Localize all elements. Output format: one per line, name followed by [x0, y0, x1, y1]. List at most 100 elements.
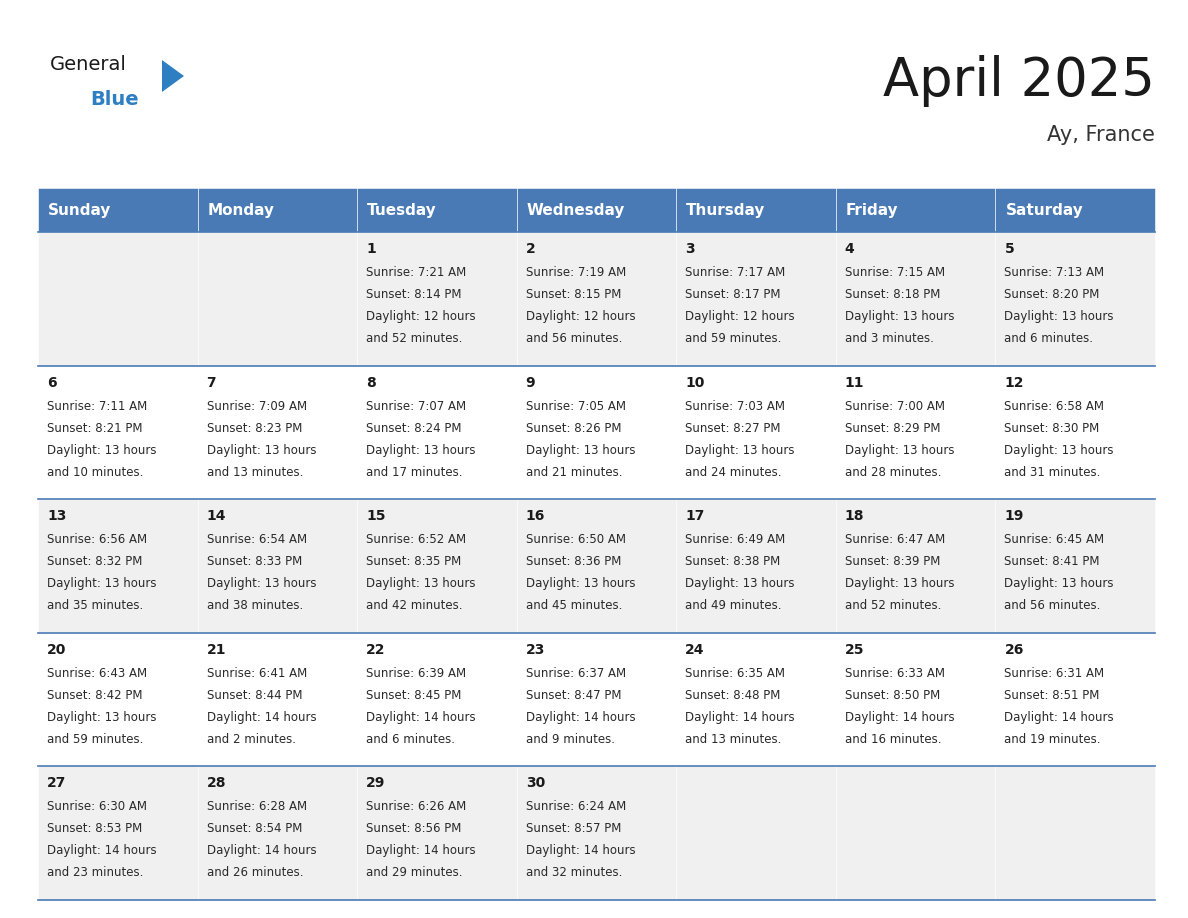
Text: 6: 6 — [48, 375, 57, 389]
Text: 1: 1 — [366, 242, 375, 256]
Bar — [996, 232, 1155, 365]
Text: Ay, France: Ay, France — [1047, 125, 1155, 145]
Text: Sunset: 8:35 PM: Sunset: 8:35 PM — [366, 555, 461, 568]
Text: Sunset: 8:44 PM: Sunset: 8:44 PM — [207, 688, 302, 701]
Bar — [38, 633, 197, 767]
Text: 9: 9 — [526, 375, 536, 389]
Text: Daylight: 14 hours: Daylight: 14 hours — [207, 711, 316, 723]
Text: 2: 2 — [526, 242, 536, 256]
Bar — [358, 767, 517, 900]
Text: Sunrise: 6:35 AM: Sunrise: 6:35 AM — [685, 666, 785, 680]
Bar — [197, 232, 358, 365]
Text: Sunset: 8:32 PM: Sunset: 8:32 PM — [48, 555, 143, 568]
Bar — [197, 188, 358, 232]
Text: Sunset: 8:29 PM: Sunset: 8:29 PM — [845, 421, 941, 434]
Text: Sunset: 8:27 PM: Sunset: 8:27 PM — [685, 421, 781, 434]
Text: Sunset: 8:47 PM: Sunset: 8:47 PM — [526, 688, 621, 701]
Text: Sunrise: 6:39 AM: Sunrise: 6:39 AM — [366, 666, 466, 680]
Text: Sunset: 8:50 PM: Sunset: 8:50 PM — [845, 688, 940, 701]
Text: 24: 24 — [685, 643, 704, 656]
Text: 27: 27 — [48, 777, 67, 790]
Bar — [996, 767, 1155, 900]
Text: Daylight: 13 hours: Daylight: 13 hours — [366, 577, 475, 590]
Text: 3: 3 — [685, 242, 695, 256]
Bar — [676, 232, 836, 365]
Text: 19: 19 — [1004, 509, 1024, 523]
Text: and 6 minutes.: and 6 minutes. — [366, 733, 455, 745]
Text: Sunset: 8:51 PM: Sunset: 8:51 PM — [1004, 688, 1100, 701]
Bar — [358, 499, 517, 633]
Text: and 35 minutes.: and 35 minutes. — [48, 599, 144, 612]
Bar — [996, 365, 1155, 499]
Text: Sunrise: 6:49 AM: Sunrise: 6:49 AM — [685, 533, 785, 546]
Text: and 56 minutes.: and 56 minutes. — [526, 332, 623, 345]
Text: April 2025: April 2025 — [883, 55, 1155, 107]
Bar — [676, 365, 836, 499]
Bar — [676, 188, 836, 232]
Text: Sunrise: 6:26 AM: Sunrise: 6:26 AM — [366, 800, 467, 813]
Text: Sunset: 8:30 PM: Sunset: 8:30 PM — [1004, 421, 1100, 434]
Bar — [517, 232, 676, 365]
Bar — [676, 767, 836, 900]
Text: Daylight: 13 hours: Daylight: 13 hours — [845, 577, 954, 590]
Text: Sunset: 8:14 PM: Sunset: 8:14 PM — [366, 288, 462, 301]
Text: Daylight: 13 hours: Daylight: 13 hours — [366, 443, 475, 456]
Text: Daylight: 13 hours: Daylight: 13 hours — [1004, 443, 1114, 456]
Bar — [197, 365, 358, 499]
Bar — [38, 188, 197, 232]
Text: and 38 minutes.: and 38 minutes. — [207, 599, 303, 612]
Text: and 16 minutes.: and 16 minutes. — [845, 733, 941, 745]
Text: Sunrise: 6:28 AM: Sunrise: 6:28 AM — [207, 800, 307, 813]
Text: Daylight: 14 hours: Daylight: 14 hours — [685, 711, 795, 723]
Text: Daylight: 13 hours: Daylight: 13 hours — [48, 443, 157, 456]
Text: Sunrise: 6:47 AM: Sunrise: 6:47 AM — [845, 533, 946, 546]
Text: and 19 minutes.: and 19 minutes. — [1004, 733, 1101, 745]
Text: Daylight: 14 hours: Daylight: 14 hours — [1004, 711, 1114, 723]
Text: Wednesday: Wednesday — [526, 203, 625, 218]
Text: Sunrise: 7:07 AM: Sunrise: 7:07 AM — [366, 399, 466, 412]
Text: and 13 minutes.: and 13 minutes. — [685, 733, 782, 745]
Bar — [517, 365, 676, 499]
Polygon shape — [162, 60, 184, 92]
Text: Sunset: 8:54 PM: Sunset: 8:54 PM — [207, 823, 302, 835]
Text: and 42 minutes.: and 42 minutes. — [366, 599, 462, 612]
Text: Blue: Blue — [90, 90, 139, 109]
Text: Sunrise: 6:33 AM: Sunrise: 6:33 AM — [845, 666, 944, 680]
Text: Daylight: 13 hours: Daylight: 13 hours — [1004, 310, 1114, 323]
Text: 10: 10 — [685, 375, 704, 389]
Text: Sunrise: 6:58 AM: Sunrise: 6:58 AM — [1004, 399, 1105, 412]
Text: Daylight: 13 hours: Daylight: 13 hours — [207, 443, 316, 456]
Bar — [358, 633, 517, 767]
Text: and 24 minutes.: and 24 minutes. — [685, 465, 782, 478]
Text: Daylight: 13 hours: Daylight: 13 hours — [207, 577, 316, 590]
Bar — [836, 232, 996, 365]
Text: Monday: Monday — [208, 203, 274, 218]
Text: Daylight: 13 hours: Daylight: 13 hours — [845, 310, 954, 323]
Bar — [38, 499, 197, 633]
Text: Daylight: 13 hours: Daylight: 13 hours — [1004, 577, 1114, 590]
Text: and 23 minutes.: and 23 minutes. — [48, 867, 144, 879]
Text: Sunrise: 7:15 AM: Sunrise: 7:15 AM — [845, 266, 944, 279]
Bar — [358, 365, 517, 499]
Text: and 52 minutes.: and 52 minutes. — [845, 599, 941, 612]
Text: Daylight: 14 hours: Daylight: 14 hours — [526, 711, 636, 723]
Text: 30: 30 — [526, 777, 545, 790]
Text: 20: 20 — [48, 643, 67, 656]
Bar — [836, 767, 996, 900]
Text: Sunset: 8:20 PM: Sunset: 8:20 PM — [1004, 288, 1100, 301]
Text: 29: 29 — [366, 777, 386, 790]
Text: Sunrise: 7:13 AM: Sunrise: 7:13 AM — [1004, 266, 1105, 279]
Bar — [996, 633, 1155, 767]
Text: and 17 minutes.: and 17 minutes. — [366, 465, 462, 478]
Text: and 21 minutes.: and 21 minutes. — [526, 465, 623, 478]
Text: Sunset: 8:53 PM: Sunset: 8:53 PM — [48, 823, 143, 835]
Text: Daylight: 13 hours: Daylight: 13 hours — [685, 443, 795, 456]
Bar — [38, 232, 197, 365]
Text: Sunrise: 7:05 AM: Sunrise: 7:05 AM — [526, 399, 626, 412]
Text: and 49 minutes.: and 49 minutes. — [685, 599, 782, 612]
Text: 22: 22 — [366, 643, 386, 656]
Text: Sunrise: 6:45 AM: Sunrise: 6:45 AM — [1004, 533, 1105, 546]
Text: Sunrise: 6:31 AM: Sunrise: 6:31 AM — [1004, 666, 1105, 680]
Text: General: General — [50, 55, 127, 74]
Text: and 26 minutes.: and 26 minutes. — [207, 867, 303, 879]
